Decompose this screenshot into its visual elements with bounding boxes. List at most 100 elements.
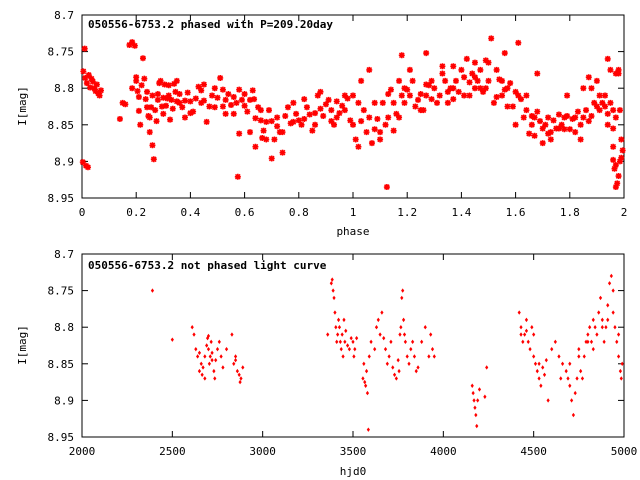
data-point (192, 95, 199, 102)
data-point (614, 180, 621, 187)
data-point (303, 104, 310, 111)
x-tick-label: 3500 (340, 445, 367, 458)
data-point (160, 94, 167, 101)
data-point (518, 96, 525, 103)
data-point (338, 339, 342, 345)
data-point (332, 295, 336, 301)
data-point (169, 105, 176, 112)
data-point (512, 88, 519, 95)
data-point (588, 85, 595, 92)
data-point (164, 95, 171, 102)
data-point (564, 92, 571, 99)
data-point (515, 39, 522, 46)
data-point (247, 96, 254, 103)
data-point (403, 339, 407, 345)
x-axis-label: phase (336, 225, 369, 238)
data-point (209, 339, 213, 345)
data-point (210, 350, 214, 356)
data-point (167, 116, 174, 123)
data-point (306, 111, 313, 118)
data-point (287, 120, 294, 127)
x-tick-label: 2500 (159, 445, 186, 458)
data-point (612, 162, 619, 169)
data-point (317, 105, 324, 112)
data-point (499, 92, 506, 99)
data-point (382, 335, 386, 341)
data-point (192, 332, 196, 337)
data-point (206, 103, 213, 110)
data-point (589, 339, 594, 345)
data-point (173, 98, 180, 105)
data-point (279, 129, 286, 136)
data-point (523, 92, 530, 99)
data-point (233, 357, 238, 363)
data-point (477, 85, 484, 92)
data-point (471, 85, 478, 92)
data-point (406, 66, 413, 73)
x-axis: 0 0.2 0.4 0.6 0.8 1 1.2 1.4 1.6 1.8 2 (79, 15, 627, 219)
data-point (263, 118, 270, 125)
data-point (585, 74, 592, 81)
data-point (406, 92, 413, 99)
data-point (610, 143, 617, 150)
data-point (568, 361, 572, 366)
data-point (580, 85, 587, 92)
data-point (533, 361, 538, 366)
data-point (572, 129, 579, 136)
data-point (611, 288, 615, 293)
data-point (474, 412, 478, 418)
data-point (217, 339, 221, 345)
data-point (374, 115, 381, 122)
data-point (493, 66, 500, 73)
data-point (222, 110, 229, 117)
data-point (82, 74, 89, 81)
data-point (330, 277, 334, 282)
data-point (528, 346, 532, 352)
data-point (271, 136, 278, 143)
data-point (397, 368, 401, 374)
data-point (190, 108, 197, 115)
data-point (213, 376, 217, 381)
data-point (396, 77, 403, 84)
data-point (241, 102, 248, 109)
x-tick-label: 2000 (69, 445, 96, 458)
data-point (597, 310, 601, 315)
data-point (91, 85, 98, 92)
x-tick-label: 3000 (249, 445, 276, 458)
data-point (390, 127, 397, 134)
data-point (566, 126, 573, 133)
data-point (526, 339, 530, 345)
data-point (197, 368, 202, 374)
data-point (541, 365, 545, 370)
data-point (260, 127, 267, 134)
data-point (239, 376, 243, 381)
data-point (618, 154, 625, 161)
data-point (363, 129, 370, 136)
data-point (542, 121, 549, 128)
data-point (201, 365, 205, 370)
data-point (423, 92, 430, 99)
data-point (374, 325, 379, 330)
data-point (83, 80, 90, 87)
data-point (407, 361, 411, 366)
data-point (358, 118, 365, 125)
data-point (139, 55, 146, 62)
data-points (150, 273, 624, 432)
data-point (470, 383, 474, 388)
data-point (475, 423, 479, 429)
data-point (404, 86, 411, 93)
data-point (208, 354, 212, 359)
data-point (335, 339, 339, 345)
data-point (523, 332, 527, 337)
data-point (596, 107, 603, 114)
data-point (400, 295, 404, 301)
data-point (206, 346, 211, 352)
data-point (442, 77, 449, 84)
data-point (344, 328, 348, 334)
data-point (158, 103, 165, 110)
data-point (466, 79, 473, 86)
data-point (93, 81, 100, 88)
data-point (604, 325, 608, 330)
data-point (203, 354, 207, 359)
data-point (553, 339, 557, 345)
